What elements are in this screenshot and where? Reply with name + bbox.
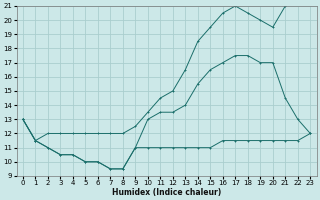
X-axis label: Humidex (Indice chaleur): Humidex (Indice chaleur): [112, 188, 221, 197]
